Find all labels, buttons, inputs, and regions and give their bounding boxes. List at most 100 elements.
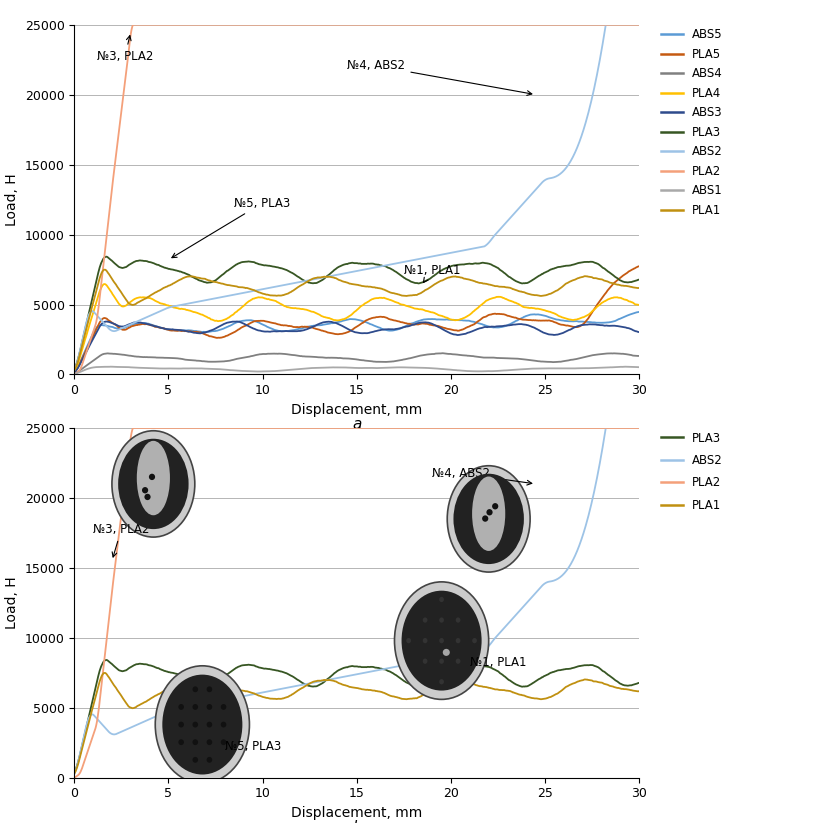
Legend: ABS5, PLA5, ABS4, PLA4, ABS3, PLA3, ABS2, PLA2, ABS1, PLA1: ABS5, PLA5, ABS4, PLA4, ABS3, PLA3, ABS2… bbox=[657, 24, 728, 221]
Ellipse shape bbox=[142, 487, 148, 494]
PLA1 bbox=[413, 693, 423, 703]
PLA5 bbox=[412, 319, 422, 329]
Ellipse shape bbox=[192, 739, 198, 745]
PLA4 bbox=[100, 279, 110, 289]
PLA4 bbox=[105, 285, 115, 295]
ABS4 bbox=[69, 369, 79, 379]
PLA3 bbox=[413, 278, 423, 288]
Ellipse shape bbox=[482, 515, 488, 522]
ABS4 bbox=[429, 349, 439, 359]
ABS2 bbox=[104, 727, 114, 737]
Line: PLA2: PLA2 bbox=[74, 428, 639, 778]
PLA1 bbox=[105, 673, 115, 683]
PLA1 bbox=[100, 265, 110, 275]
ABS2 bbox=[104, 323, 114, 333]
ABS2 bbox=[498, 625, 508, 635]
PLA1 bbox=[398, 291, 408, 300]
Ellipse shape bbox=[192, 722, 198, 728]
ABS5 bbox=[398, 323, 408, 332]
ABS2 bbox=[429, 251, 439, 261]
PLA2 bbox=[104, 614, 114, 624]
ABS5 bbox=[429, 314, 439, 324]
PLA2 bbox=[413, 423, 423, 433]
Ellipse shape bbox=[455, 617, 460, 623]
PLA5 bbox=[498, 309, 508, 319]
Ellipse shape bbox=[455, 638, 460, 644]
PLA3 bbox=[101, 655, 111, 665]
PLA5 bbox=[104, 315, 114, 325]
Ellipse shape bbox=[447, 466, 530, 572]
ABS4 bbox=[557, 356, 567, 366]
ABS3 bbox=[430, 320, 440, 330]
Ellipse shape bbox=[206, 739, 212, 745]
Ellipse shape bbox=[192, 757, 198, 763]
PLA4 bbox=[498, 293, 508, 303]
ABS4 bbox=[412, 351, 422, 361]
PLA4 bbox=[557, 312, 567, 322]
Ellipse shape bbox=[439, 638, 444, 644]
PLA3 bbox=[498, 267, 508, 277]
Ellipse shape bbox=[206, 722, 212, 728]
Ellipse shape bbox=[206, 757, 212, 763]
ABS1 bbox=[413, 363, 423, 373]
PLA3 bbox=[398, 272, 408, 282]
PLA3 bbox=[105, 254, 115, 264]
PLA4 bbox=[413, 305, 423, 314]
PLA4 bbox=[398, 300, 408, 309]
Text: №1, PLA1: №1, PLA1 bbox=[470, 656, 526, 669]
Line: ABS5: ABS5 bbox=[74, 312, 639, 372]
ABS2 bbox=[69, 769, 79, 779]
PLA5 bbox=[634, 261, 644, 271]
ABS4 bbox=[438, 348, 448, 358]
PLA3 bbox=[557, 262, 567, 272]
PLA3 bbox=[634, 678, 644, 688]
PLA2 bbox=[69, 370, 79, 379]
Ellipse shape bbox=[118, 439, 189, 529]
ABS2 bbox=[498, 221, 508, 231]
Line: PLA4: PLA4 bbox=[74, 284, 639, 372]
PLA2 bbox=[634, 423, 644, 433]
Line: ABS4: ABS4 bbox=[74, 353, 639, 374]
PLA3 bbox=[105, 658, 115, 667]
Text: №5, PLA3: №5, PLA3 bbox=[172, 197, 290, 258]
Y-axis label: Load, H: Load, H bbox=[5, 174, 19, 226]
PLA2 bbox=[413, 20, 423, 30]
Line: ABS2: ABS2 bbox=[74, 128, 639, 774]
PLA3 bbox=[430, 673, 440, 683]
Line: PLA1: PLA1 bbox=[74, 673, 639, 774]
ABS4 bbox=[498, 353, 508, 363]
ABS2 bbox=[556, 572, 566, 582]
PLA1 bbox=[413, 290, 423, 300]
Text: №1, PLA1: №1, PLA1 bbox=[404, 263, 460, 282]
Ellipse shape bbox=[206, 704, 212, 710]
Ellipse shape bbox=[455, 658, 460, 664]
PLA2 bbox=[398, 423, 408, 433]
Text: b: b bbox=[352, 820, 361, 823]
Y-axis label: Load, H: Load, H bbox=[5, 577, 19, 629]
PLA2 bbox=[69, 773, 79, 783]
PLA3 bbox=[69, 768, 79, 778]
PLA1 bbox=[557, 282, 567, 292]
PLA1 bbox=[69, 365, 79, 375]
Ellipse shape bbox=[206, 686, 212, 692]
Line: ABS1: ABS1 bbox=[74, 367, 639, 374]
PLA3 bbox=[557, 665, 567, 675]
Line: PLA5: PLA5 bbox=[74, 266, 639, 373]
ABS5 bbox=[634, 307, 644, 317]
PLA1 bbox=[498, 282, 508, 292]
Ellipse shape bbox=[221, 739, 226, 745]
ABS3 bbox=[398, 323, 408, 332]
ABS2 bbox=[398, 661, 408, 671]
Text: №3, PLA2: №3, PLA2 bbox=[97, 35, 153, 63]
Ellipse shape bbox=[439, 658, 444, 664]
PLA4 bbox=[69, 367, 79, 377]
Ellipse shape bbox=[402, 591, 482, 690]
Ellipse shape bbox=[439, 617, 444, 623]
Ellipse shape bbox=[144, 494, 151, 500]
Ellipse shape bbox=[137, 441, 170, 515]
Line: PLA1: PLA1 bbox=[74, 270, 639, 370]
PLA4 bbox=[430, 309, 440, 319]
PLA1 bbox=[430, 682, 440, 692]
PLA1 bbox=[430, 279, 440, 289]
Ellipse shape bbox=[406, 638, 411, 644]
